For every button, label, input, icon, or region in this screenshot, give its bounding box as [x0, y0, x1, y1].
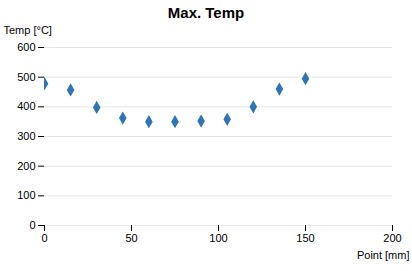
svg-text:200: 200 [383, 232, 401, 244]
html-text:Max. Temp: Max. Temp [167, 4, 245, 21]
svg-text:100: 100 [209, 232, 227, 244]
svg-text:0: 0 [41, 232, 47, 244]
svg-text:100: 100 [17, 189, 35, 201]
svg-text:400: 400 [17, 100, 35, 112]
svg-text:300: 300 [17, 130, 35, 142]
svg-text:150: 150 [296, 232, 314, 244]
svg-text:0: 0 [29, 219, 35, 231]
svg-text:500: 500 [17, 71, 35, 83]
svg-text:Point [mm]: Point [mm] [357, 249, 410, 261]
svg-text:Temp [°C]: Temp [°C] [4, 24, 52, 36]
svg-text:600: 600 [17, 41, 35, 53]
svg-text:50: 50 [125, 232, 137, 244]
svg-text:200: 200 [17, 160, 35, 172]
